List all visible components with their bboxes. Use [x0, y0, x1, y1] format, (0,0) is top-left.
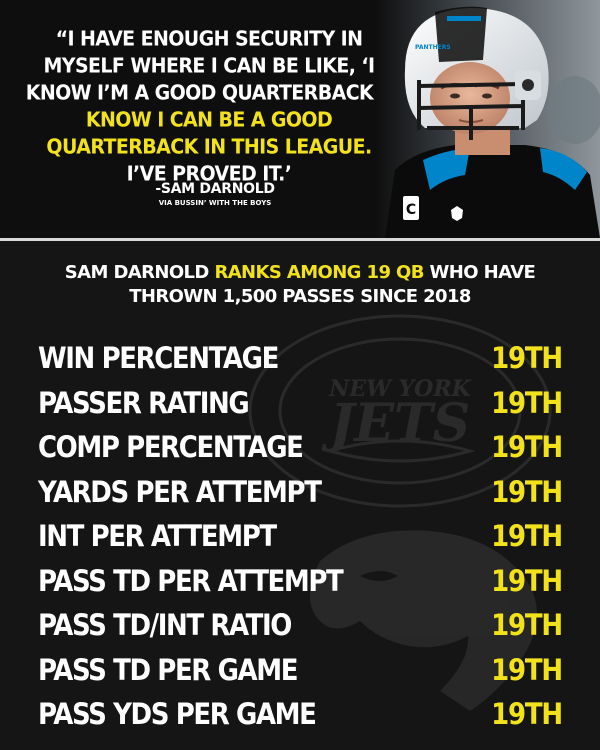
captain-patch-letter: C [406, 202, 416, 218]
jets-logo-watermark: NEW YORK JETS [248, 314, 552, 508]
face [430, 62, 510, 134]
section-divider [0, 238, 600, 241]
stat-label: COMP PERCENTAGE [38, 431, 304, 466]
stat-rank: 19TH [491, 520, 563, 555]
quote-source: VIA BUSSIN’ WITH THE BOYS [158, 199, 272, 207]
stat-rank: 19TH [491, 698, 563, 733]
stat-row-pass-td-per-game: PASS TD PER GAME 19TH [38, 649, 563, 694]
stat-label: PASS YDS PER GAME [38, 698, 317, 733]
stat-row-win-percentage: WIN PERCENTAGE 19TH [38, 337, 563, 382]
helmet-stripe [435, 6, 487, 62]
stat-row-int-per-attempt: INT PER ATTEMPT 19TH [38, 515, 563, 560]
stat-row-pass-yds-per-game: PASS YDS PER GAME 19TH [38, 693, 563, 738]
quote-panel: “I HAVE ENOUGH SECURITY IN MYSELF WHERE … [0, 0, 600, 238]
quote-end-part: I’VE PROVED IT.’ [126, 162, 292, 186]
stat-label: PASS TD PER ATTEMPT [38, 564, 344, 599]
nfl-shield-icon [451, 206, 463, 221]
stat-rank: 19TH [491, 342, 563, 377]
stat-label: PASS TD PER GAME [38, 653, 298, 688]
stat-row-pass-td-per-attempt: PASS TD PER ATTEMPT 19TH [38, 560, 563, 605]
headline-prefix: SAM DARNOLD [64, 262, 210, 283]
player-photo: C PANTHERS [375, 0, 600, 238]
stats-panel: NEW YORK JETS SAM DARNOLD RANKS AMONG 19… [0, 241, 600, 750]
headline-suffix: WHO HAVE THROWN 1,500 PASSES SINCE 2018 [129, 262, 536, 307]
quote-highlight-part: I KNOW I CAN BE A GOOD QUARTERBACK IN TH… [46, 81, 392, 159]
quote-attribution: -SAM DARNOLD VIA BUSSIN’ WITH THE BOYS [140, 181, 290, 207]
stat-rank: 19TH [491, 475, 563, 510]
stat-rank: 19TH [491, 431, 563, 466]
stat-rank: 19TH [491, 564, 563, 599]
quote-author: -SAM DARNOLD [155, 181, 275, 197]
helmet-logo-text: PANTHERS [415, 44, 451, 51]
panthers-logo-watermark [310, 530, 538, 711]
headline-highlight: RANKS AMONG 19 QB [214, 262, 424, 283]
headline: SAM DARNOLD RANKS AMONG 19 QB WHO HAVE T… [40, 261, 560, 309]
stat-list: WIN PERCENTAGE 19TH PASSER RATING 19TH C… [38, 337, 563, 738]
helmet-stripe-blue [447, 16, 481, 21]
stat-row-passer-rating: PASSER RATING 19TH [38, 382, 563, 427]
helmet-ear-dot [522, 79, 534, 91]
stat-label: YARDS PER ATTEMPT [38, 475, 322, 510]
jets-watermark-top-text: NEW YORK [328, 376, 471, 402]
team-logo-watermarks: NEW YORK JETS [248, 314, 552, 711]
jets-watermark-main-text: JETS [321, 393, 471, 454]
stat-label: WIN PERCENTAGE [38, 342, 279, 377]
quote-text: “I HAVE ENOUGH SECURITY IN MYSELF WHERE … [24, 26, 394, 188]
stat-rank: 19TH [491, 653, 563, 688]
facemask [417, 78, 525, 140]
stat-row-comp-percentage: COMP PERCENTAGE 19TH [38, 426, 563, 471]
stat-label: PASS TD/INT RATIO [38, 609, 292, 644]
stat-row-yards-per-attempt: YARDS PER ATTEMPT 19TH [38, 471, 563, 516]
jersey-blue-trim-right [540, 148, 587, 190]
background-player-helmet [547, 76, 600, 144]
captain-patch [403, 196, 419, 220]
stat-rank: 19TH [491, 386, 563, 421]
left-eye [450, 93, 460, 99]
quote-white-part: “I HAVE ENOUGH SECURITY IN MYSELF WHERE … [25, 27, 381, 105]
stat-row-pass-td-int-ratio: PASS TD/INT RATIO 19TH [38, 604, 563, 649]
stat-rank: 19TH [491, 609, 563, 644]
stat-label: PASSER RATING [38, 386, 250, 421]
jersey-blue-trim-left [423, 148, 470, 190]
stat-label: INT PER ATTEMPT [38, 520, 277, 555]
right-eye [482, 93, 492, 99]
